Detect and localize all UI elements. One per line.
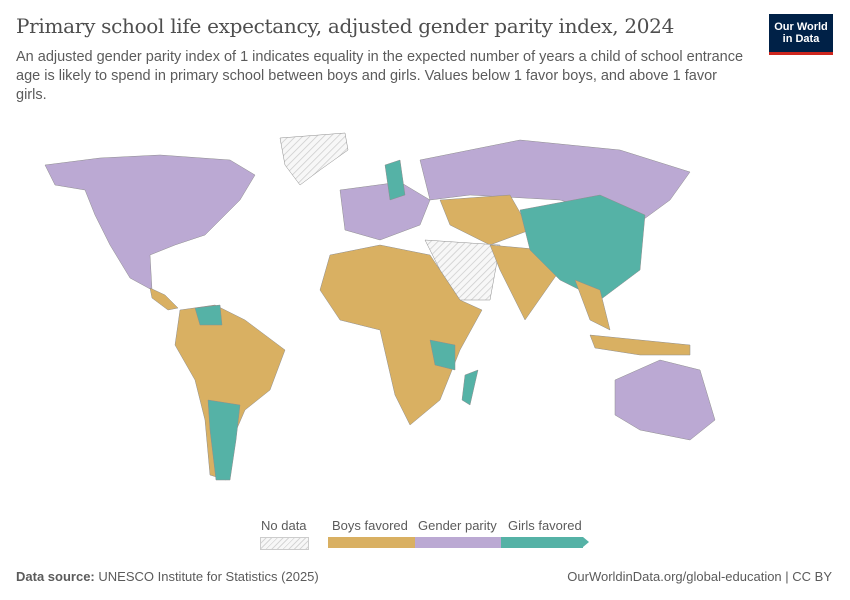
legend-no-data-swatch[interactable] — [260, 537, 309, 550]
region-north-america[interactable] — [44, 154, 256, 291]
region-china[interactable] — [519, 194, 646, 301]
source-text: UNESCO Institute for Statistics (2025) — [98, 569, 319, 584]
region-central-america[interactable] — [149, 287, 179, 311]
region-middle-east[interactable] — [424, 239, 501, 301]
region-madagascar[interactable] — [461, 369, 479, 406]
region-indonesia[interactable] — [589, 334, 691, 356]
source-label: Data source: — [16, 569, 95, 584]
region-venezuela[interactable] — [194, 304, 223, 326]
legend-label-girls: Girls favored — [508, 518, 582, 533]
legend-no-data-label: No data — [261, 518, 307, 533]
footer-link[interactable]: OurWorldinData.org/global-education | CC… — [567, 569, 832, 584]
legend-swatch-girls[interactable] — [501, 537, 583, 548]
owid-logo[interactable]: Our World in Data — [769, 14, 833, 55]
region-argentina[interactable] — [207, 399, 241, 481]
region-southeast-asia[interactable] — [574, 279, 611, 331]
region-central-asia[interactable] — [439, 194, 531, 246]
legend-label-boys: Boys favored — [332, 518, 408, 533]
region-russia[interactable] — [419, 139, 691, 223]
region-africa[interactable] — [319, 244, 483, 426]
legend-label-parity: Gender parity — [418, 518, 497, 533]
world-map[interactable] — [0, 120, 850, 500]
chart-subtitle: An adjusted gender parity index of 1 ind… — [16, 49, 744, 103]
region-scandinavia[interactable] — [384, 159, 406, 201]
legend-swatch-boys[interactable] — [328, 537, 415, 548]
legend-arrow-icon — [583, 537, 589, 547]
data-source: Data source: UNESCO Institute for Statis… — [16, 569, 319, 584]
legend-swatch-parity[interactable] — [415, 537, 501, 548]
region-australia[interactable] — [614, 359, 716, 441]
region-tanzania[interactable] — [429, 339, 456, 371]
chart-title: Primary school life expectancy, adjusted… — [16, 14, 675, 38]
region-greenland[interactable] — [279, 132, 349, 186]
region-europe[interactable] — [339, 181, 431, 241]
